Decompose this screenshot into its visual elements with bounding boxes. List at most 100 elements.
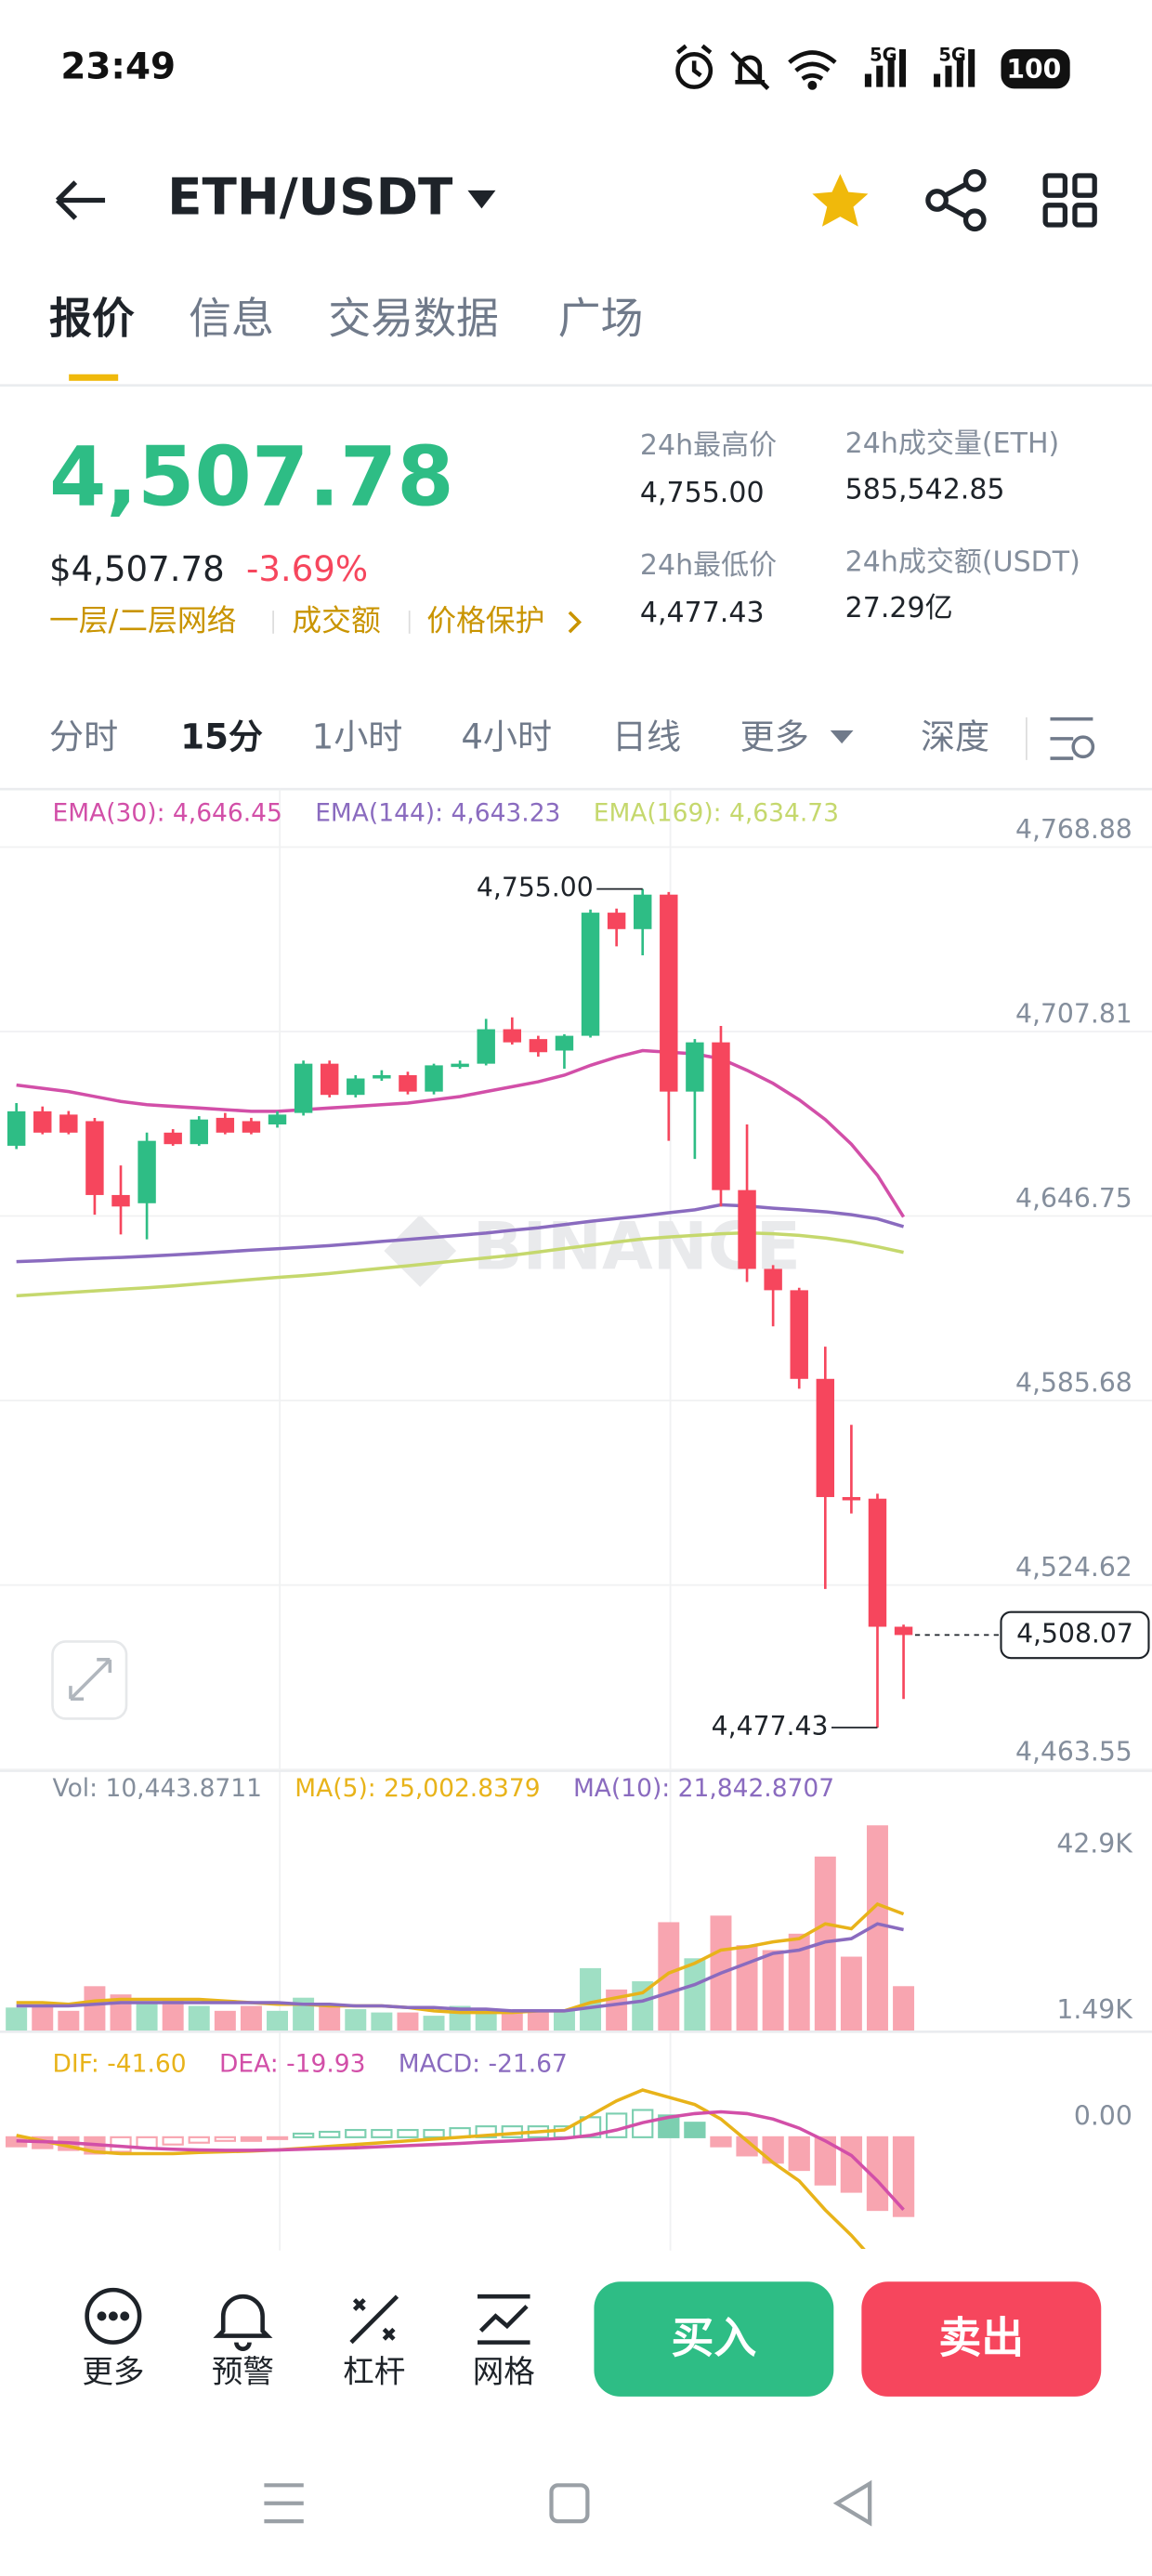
candle-body — [268, 1114, 287, 1124]
pair-dropdown[interactable] — [467, 190, 496, 209]
macd-bar — [684, 2122, 706, 2138]
pair-title[interactable]: ETH/USDT — [167, 167, 453, 227]
tab[interactable]: 广场 — [558, 294, 644, 344]
volume-bar — [658, 1922, 680, 2031]
candle-body — [59, 1114, 78, 1133]
menu-grid[interactable] — [1042, 173, 1097, 228]
volume-bar — [240, 2005, 262, 2031]
interval-tab[interactable]: 4小时 — [461, 716, 552, 756]
action-label[interactable]: 杠杆 — [343, 2354, 405, 2390]
tab[interactable]: 交易数据 — [328, 294, 499, 344]
interval-tab[interactable]: 1小时 — [312, 716, 403, 756]
stat-value: 4,477.43 — [640, 597, 765, 629]
volume-bar — [214, 2010, 236, 2031]
tab[interactable]: 信息 — [189, 294, 274, 344]
macd-bar — [214, 2136, 237, 2142]
expand-button[interactable] — [51, 1640, 128, 1720]
tab[interactable]: 报价 — [49, 294, 135, 344]
y-tick-label: 4,463.55 — [1015, 1737, 1132, 1768]
macd-bar — [840, 2136, 863, 2193]
tag-link[interactable]: 价格保护 — [426, 603, 544, 637]
tag-link[interactable]: 成交额 — [292, 603, 380, 637]
candle-body — [868, 1498, 887, 1627]
divider — [0, 787, 1152, 791]
interval-tab[interactable]: 深度 — [921, 716, 989, 756]
panel-divider — [0, 1769, 1152, 1772]
v-grid — [669, 789, 672, 2251]
macd-bar — [814, 2136, 836, 2186]
indicator-line — [16, 1048, 906, 1218]
chart-settings[interactable] — [1050, 716, 1095, 760]
legend-entry: DEA: -19.93 — [219, 2050, 366, 2079]
y-tick-label: 4,707.81 — [1015, 998, 1132, 1029]
y-tick-label: 4,768.88 — [1015, 814, 1132, 845]
nav-bar[interactable] — [264, 2479, 872, 2527]
candle-body — [294, 1063, 313, 1113]
interval-tab[interactable]: 分时 — [49, 716, 118, 756]
volume-bar — [58, 2010, 80, 2031]
stat-label: 24h最高价 — [640, 429, 777, 462]
charts: 4,768.88 4,707.81 4,646.75 4,585.68 4,524.62… — [0, 799, 1152, 2249]
price-change: -3.69% — [246, 549, 368, 589]
candle-body — [555, 1035, 574, 1051]
volume-bar — [684, 1958, 706, 2031]
macd-bar — [892, 2136, 915, 2217]
stat-value: 585,542.85 — [845, 474, 1005, 506]
macd-bar — [658, 2114, 680, 2138]
candle-body — [634, 894, 652, 929]
volume-bar — [553, 2010, 575, 2031]
indicator-line — [16, 1922, 904, 2013]
macd-bar — [240, 2136, 263, 2142]
action-icons — [85, 2287, 530, 2351]
volume-bar — [397, 2012, 419, 2031]
status-icons — [675, 44, 837, 91]
sell-button[interactable] — [861, 2281, 1102, 2397]
action-label[interactable]: 预警 — [212, 2354, 274, 2390]
candle-body — [347, 1078, 365, 1096]
action-label[interactable]: 更多 — [82, 2354, 144, 2390]
legend-entry: EMA(169): 4,634.73 — [594, 799, 839, 828]
separator — [1025, 716, 1028, 760]
network-label: 5G — [870, 45, 897, 66]
back-button[interactable] — [55, 180, 106, 220]
candle-body — [790, 1290, 808, 1379]
action-label[interactable]: 网格 — [473, 2354, 535, 2390]
tab-indicator — [69, 374, 119, 381]
stat-label: 24h成交额(USDT) — [845, 545, 1080, 578]
legend-entry: EMA(144): 4,643.23 — [315, 799, 560, 828]
legend-entry: MA(10): 21,842.8707 — [573, 1774, 834, 1803]
candle-body — [529, 1039, 548, 1053]
divider — [0, 384, 1152, 387]
buy-label[interactable]: 买入 — [671, 2312, 756, 2362]
candle-body — [894, 1626, 913, 1636]
candle-body — [451, 1063, 469, 1068]
interval-tab[interactable]: 日线 — [612, 716, 681, 756]
favorite-star[interactable] — [812, 174, 869, 227]
volume-bar — [867, 1825, 888, 2031]
macd-bar — [475, 2125, 497, 2138]
candle-body — [85, 1121, 104, 1195]
legend-entry: DIF: -41.60 — [53, 2050, 187, 2079]
share-button[interactable] — [925, 168, 987, 232]
volume-bar — [32, 2005, 54, 2031]
chevron — [568, 611, 583, 634]
watermark-logo — [384, 1215, 457, 1287]
candle-body — [842, 1496, 861, 1501]
candle-body — [660, 894, 678, 1092]
macd-bar — [423, 2128, 445, 2138]
volume-bar — [475, 2009, 497, 2031]
volume-bar — [840, 1956, 862, 2031]
dropdown-arrow — [830, 730, 854, 744]
y-tick-label: 4,524.62 — [1015, 1552, 1132, 1583]
interval-tab[interactable]: 15分 — [180, 716, 263, 756]
sell-label[interactable]: 卖出 — [938, 2312, 1024, 2362]
indicator-line — [16, 1901, 905, 2015]
candle-body — [33, 1111, 52, 1133]
buy-button[interactable] — [594, 2281, 834, 2397]
macd-bar — [736, 2136, 758, 2157]
current-price-label: 4,508.07 — [1016, 1618, 1133, 1649]
interval-tab[interactable]: 更多 — [740, 716, 809, 756]
tag-link[interactable]: 一层/二层网络 — [49, 603, 236, 637]
macd-bar — [345, 2128, 367, 2138]
